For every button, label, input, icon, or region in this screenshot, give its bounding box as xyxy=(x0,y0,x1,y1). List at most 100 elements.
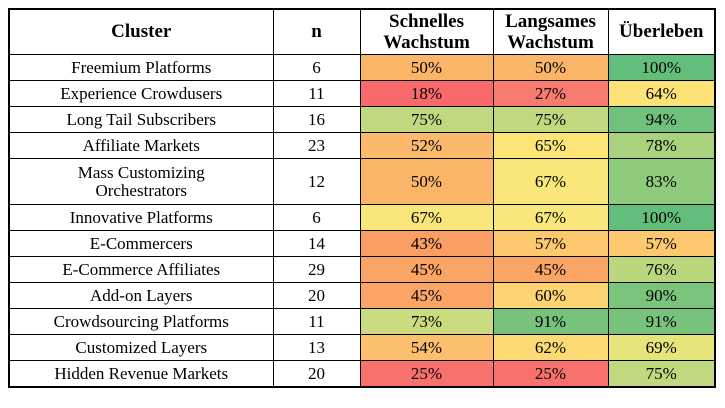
survival-cell: 90% xyxy=(607,282,716,309)
fast-growth-cell: 50% xyxy=(359,158,494,205)
n-cell: 13 xyxy=(272,334,361,361)
cluster-name-cell-text: Add-on Layers xyxy=(90,285,193,305)
fast-growth-cell-text: 45% xyxy=(410,285,443,305)
table-row: Customized Layers 13 54% 62% 69% xyxy=(8,334,716,361)
n-cell-text: 11 xyxy=(308,83,325,103)
survival-cell-text: 91% xyxy=(645,311,677,331)
n-cell-text: 13 xyxy=(308,337,325,357)
slow-growth-cell-text: 25% xyxy=(534,363,567,383)
slow-growth-cell-text: 75% xyxy=(534,109,567,129)
slow-growth-cell: 75% xyxy=(492,106,609,133)
fast-growth-cell: 50% xyxy=(359,54,494,81)
fast-growth-cell-text: 25% xyxy=(410,363,443,383)
cluster-name-cell-text: Innovative Platforms xyxy=(69,207,213,227)
table-row: E-Commerce Affiliates 29 45% 45% 76% xyxy=(8,256,716,283)
survival-cell: 78% xyxy=(607,132,716,159)
survival-cell-text: 78% xyxy=(645,135,677,155)
survival-cell: 83% xyxy=(607,158,716,205)
n-cell-text: 12 xyxy=(308,171,325,191)
cluster-name-cell-text: Customized Layers xyxy=(75,337,208,357)
n-cell-text: 20 xyxy=(308,363,325,383)
survival-cell-text: 100% xyxy=(641,57,682,77)
table-row: Innovative Platforms 6 67% 67% 100% xyxy=(8,204,716,231)
cluster-name-cell-text: Crowdsourcing Platforms xyxy=(53,311,229,331)
cluster-name-cell: Hidden Revenue Markets xyxy=(8,360,274,388)
cluster-name-cell: Add-on Layers xyxy=(8,282,274,309)
slow-growth-cell: 60% xyxy=(492,282,609,309)
slow-growth-cell-text: 45% xyxy=(534,259,567,279)
cluster-name-cell-text: Freemium Platforms xyxy=(71,57,212,77)
table-row: E-Commercers 14 43% 57% 57% xyxy=(8,230,716,257)
slow-growth-cell-text: 62% xyxy=(534,337,567,357)
cluster-name-cell: Affiliate Markets xyxy=(8,132,274,159)
survival-cell-text: 69% xyxy=(645,337,677,357)
survival-cell: 100% xyxy=(607,204,716,231)
table-row: Experience Crowdusers 11 18% 27% 64% xyxy=(8,80,716,107)
cluster-name-cell-text: Mass Customizing Orchestrators xyxy=(77,162,205,200)
table-header: Cluster n Schnelles Wachstum Langsames W… xyxy=(8,8,716,55)
survival-cell: 69% xyxy=(607,334,716,361)
survival-cell-text: 100% xyxy=(641,207,682,227)
slow-growth-cell-text: 91% xyxy=(534,311,567,331)
n-cell: 12 xyxy=(272,158,361,205)
n-cell: 11 xyxy=(272,308,361,335)
fast-growth-cell: 45% xyxy=(359,282,494,309)
header-fast-growth: Schnelles Wachstum xyxy=(359,8,494,55)
fast-growth-cell-text: 43% xyxy=(410,233,443,253)
cluster-name-cell-text: Hidden Revenue Markets xyxy=(54,363,229,383)
survival-cell: 76% xyxy=(607,256,716,283)
fast-growth-cell: 18% xyxy=(359,80,494,107)
fast-growth-cell-text: 50% xyxy=(410,171,443,191)
fast-growth-cell: 75% xyxy=(359,106,494,133)
slow-growth-cell-text: 60% xyxy=(534,285,567,305)
n-cell-text: 11 xyxy=(308,311,325,331)
table-body: Freemium Platforms 6 50% 50% 100% Experience … xyxy=(8,54,716,388)
cluster-name-cell: Long Tail Subscribers xyxy=(8,106,274,133)
n-cell: 29 xyxy=(272,256,361,283)
cluster-name-cell: Innovative Platforms xyxy=(8,204,274,231)
n-cell-text: 23 xyxy=(308,135,325,155)
slow-growth-cell: 67% xyxy=(492,158,609,205)
fast-growth-cell: 45% xyxy=(359,256,494,283)
cluster-name-cell: Experience Crowdusers xyxy=(8,80,274,107)
fast-growth-cell: 54% xyxy=(359,334,494,361)
slow-growth-cell-text: 57% xyxy=(534,233,567,253)
table-row: Add-on Layers 20 45% 60% 90% xyxy=(8,282,716,309)
cluster-name-cell-text: Long Tail Subscribers xyxy=(66,109,217,129)
slow-growth-cell-text: 65% xyxy=(534,135,567,155)
fast-growth-cell-text: 18% xyxy=(410,83,443,103)
header-row: Cluster n Schnelles Wachstum Langsames W… xyxy=(8,8,716,55)
n-cell-text: 14 xyxy=(308,233,325,253)
cluster-name-cell: Crowdsourcing Platforms xyxy=(8,308,274,335)
survival-cell-text: 75% xyxy=(645,363,677,383)
survival-cell: 64% xyxy=(607,80,716,107)
cluster-name-cell: Customized Layers xyxy=(8,334,274,361)
n-cell-text: 29 xyxy=(308,259,325,279)
table-row: Hidden Revenue Markets 20 25% 25% 75% xyxy=(8,360,716,388)
table-row: Long Tail Subscribers 16 75% 75% 94% xyxy=(8,106,716,133)
cluster-results-table: Cluster n Schnelles Wachstum Langsames W… xyxy=(8,8,716,388)
n-cell-text: 16 xyxy=(308,109,325,129)
survival-cell-text: 57% xyxy=(645,233,677,253)
fast-growth-cell-text: 73% xyxy=(410,311,443,331)
survival-cell-text: 94% xyxy=(645,109,677,129)
survival-cell-text: 64% xyxy=(645,83,677,103)
fast-growth-cell: 52% xyxy=(359,132,494,159)
fast-growth-cell: 25% xyxy=(359,360,494,388)
fast-growth-cell-text: 50% xyxy=(410,57,443,77)
n-cell: 6 xyxy=(272,204,361,231)
survival-cell-text: 76% xyxy=(645,259,677,279)
n-cell: 23 xyxy=(272,132,361,159)
fast-growth-cell-text: 52% xyxy=(410,135,443,155)
slow-growth-cell-text: 50% xyxy=(534,57,567,77)
table-row: Mass Customizing Orchestrators 12 50% 67% 83… xyxy=(8,158,716,205)
cluster-name-cell: Mass Customizing Orchestrators xyxy=(8,158,274,205)
survival-cell: 100% xyxy=(607,54,716,81)
cluster-name-cell-text: Affiliate Markets xyxy=(82,135,200,155)
cluster-name-cell: E-Commerce Affiliates xyxy=(8,256,274,283)
header-slow-growth: Langsames Wachstum xyxy=(492,8,609,55)
header-cluster: Cluster xyxy=(8,8,274,55)
slow-growth-cell-text: 67% xyxy=(534,171,567,191)
survival-cell: 75% xyxy=(607,360,716,388)
slow-growth-cell: 67% xyxy=(492,204,609,231)
